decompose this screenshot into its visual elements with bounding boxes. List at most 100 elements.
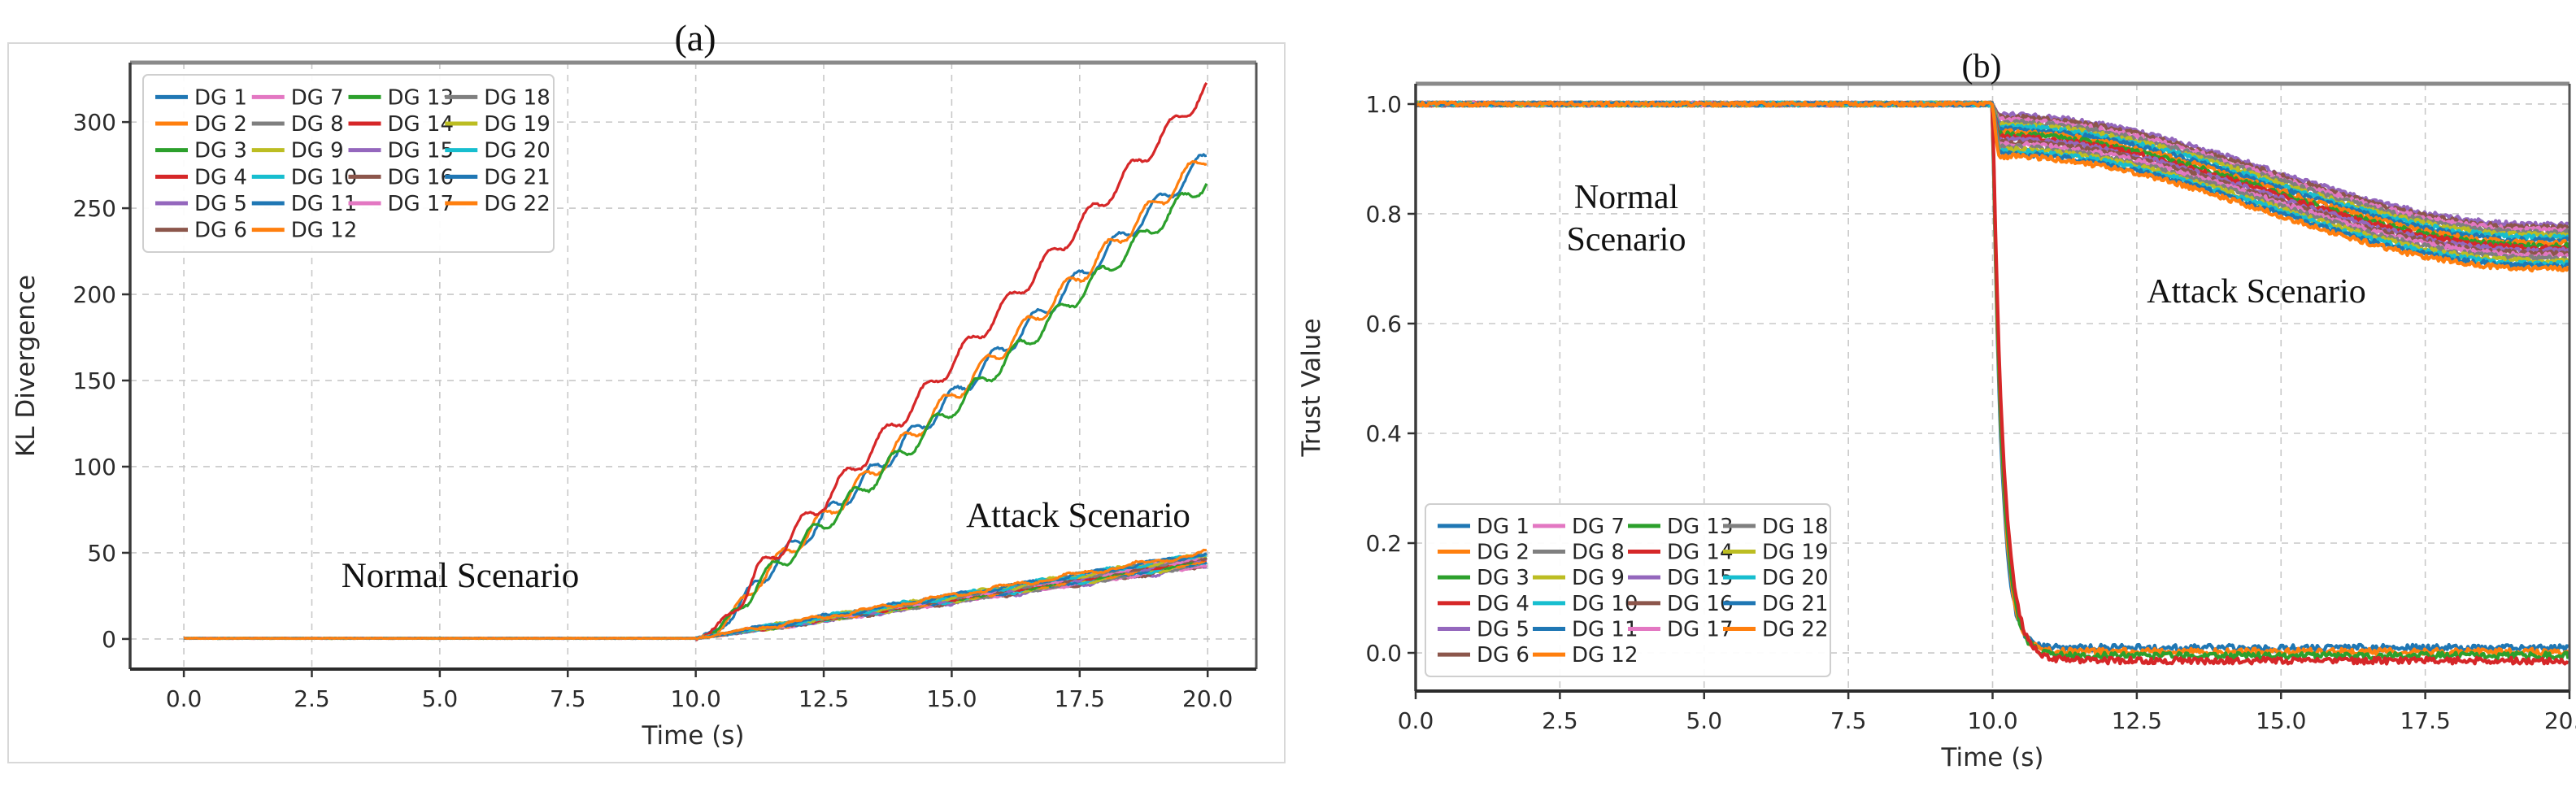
- legend-label: DG 3: [194, 139, 247, 163]
- scenario-annotation: Attack Scenario: [2147, 273, 2365, 311]
- legend: DG 1DG 2DG 3DG 4DG 5DG 6DG 7DG 8DG 9DG 1…: [142, 74, 555, 253]
- legend-label: DG 16: [1667, 592, 1734, 616]
- legend-box: [142, 74, 555, 253]
- x-tick-label: 0.0: [166, 685, 202, 712]
- x-tick-label: 2.5: [1542, 707, 1578, 734]
- legend-label: DG 15: [1667, 566, 1734, 590]
- scenario-annotation: Scenario: [1567, 221, 1686, 259]
- y-tick-label: 50: [87, 540, 116, 567]
- y-tick-label: 300: [73, 109, 116, 136]
- legend-label: DG 2: [1477, 541, 1530, 565]
- y-tick-label: 200: [73, 281, 116, 308]
- x-axis-label: Time (s): [1940, 743, 2043, 772]
- legend-label: DG 21: [1762, 592, 1829, 616]
- y-tick-label: 0.2: [1365, 530, 1402, 557]
- legend-label: DG 19: [484, 112, 550, 137]
- x-tick-label: 7.5: [1830, 707, 1867, 734]
- legend-label: DG 22: [484, 192, 550, 216]
- legend-label: DG 20: [484, 139, 550, 163]
- legend-label: DG 20: [1762, 566, 1829, 590]
- legend-label: DG 17: [388, 192, 455, 216]
- x-tick-label: 10.0: [1967, 707, 2017, 734]
- legend-label: DG 4: [194, 165, 247, 189]
- y-tick-label: 150: [73, 367, 116, 394]
- legend-label: DG 7: [291, 85, 344, 110]
- legend-label: DG 21: [484, 165, 550, 189]
- y-axis-label: KL Divergence: [11, 275, 41, 457]
- x-tick-label: 20.0: [1182, 685, 1233, 712]
- x-tick-label: 17.5: [2400, 707, 2450, 734]
- y-tick-label: 0.6: [1365, 311, 1402, 337]
- x-tick-label: 15.0: [2256, 707, 2306, 734]
- legend-label: DG 10: [291, 165, 358, 189]
- x-tick-label: 12.5: [2112, 707, 2162, 734]
- x-tick-label: 2.5: [294, 685, 330, 712]
- y-tick-label: 0.8: [1365, 201, 1402, 228]
- legend-label: DG 5: [1477, 618, 1530, 642]
- legend-label: DG 13: [1667, 515, 1734, 539]
- figure-a-kl-divergence-plot: 0.0 2.5 5.0 7.5 10.0 12.5 15.0 17.5 20.0 0 50 100 15…: [7, 17, 1286, 763]
- series-lines: [183, 82, 1208, 641]
- series-line-dg-22: [184, 548, 1207, 641]
- plot-title: (a): [674, 17, 716, 59]
- legend-label: DG 4: [1477, 592, 1530, 616]
- legend-label: DG 14: [388, 112, 455, 137]
- legend: DG 1DG 2DG 3DG 4DG 5DG 6DG 7DG 8DG 9DG 1…: [1425, 503, 1831, 677]
- legend-label: DG 17: [1667, 618, 1734, 642]
- legend-label: DG 6: [194, 219, 247, 243]
- x-tick-label: 15.0: [926, 685, 977, 712]
- figure-b-trust-value-plot: 0.0 2.5 5.0 7.5 10.0 12.5 15.0 17.5 20.0 0.0 0.2 0.…: [1297, 48, 2576, 772]
- legend-label: DG 15: [388, 139, 455, 163]
- x-axis-label: Time (s): [641, 721, 744, 750]
- axis-ticks: 0.0 2.5 5.0 7.5 10.0 12.5 15.0 17.5 20.0 0 50 100 15…: [73, 109, 1234, 712]
- axes-spines: [128, 60, 1258, 671]
- axis-ticks: 0.0 2.5 5.0 7.5 10.0 12.5 15.0 17.5 20.0 0.0 0.2 0.…: [1365, 91, 2576, 734]
- y-tick-label: 1.0: [1365, 91, 1402, 118]
- legend-label: DG 12: [291, 219, 358, 243]
- legend-label: DG 16: [388, 165, 455, 189]
- legend-label: DG 6: [1477, 643, 1530, 667]
- legend-label: DG 18: [484, 85, 550, 110]
- legend-label: DG 3: [1477, 566, 1530, 590]
- legend-label: DG 19: [1762, 541, 1829, 565]
- legend-box: [1425, 503, 1831, 677]
- legend-label: DG 9: [1572, 566, 1625, 590]
- scenario-annotation: Normal: [1574, 179, 1678, 216]
- y-tick-label: 0: [102, 626, 116, 653]
- x-tick-label: 10.0: [670, 685, 720, 712]
- y-tick-label: 100: [73, 454, 116, 480]
- x-tick-label: 12.5: [798, 685, 849, 712]
- legend-label: DG 8: [1572, 541, 1625, 565]
- legend-label: DG 7: [1572, 515, 1625, 539]
- legend-label: DG 11: [291, 192, 358, 216]
- legend-label: DG 13: [388, 85, 455, 110]
- y-tick-label: 0.0: [1365, 640, 1402, 667]
- x-tick-label: 20.0: [2544, 707, 2576, 734]
- y-tick-label: 250: [73, 195, 116, 222]
- legend-label: DG 12: [1572, 643, 1638, 667]
- legend-label: DG 22: [1762, 618, 1829, 642]
- y-axis-label: Trust Value: [1297, 318, 1326, 457]
- legend-label: DG 8: [291, 112, 344, 137]
- legend-label: DG 2: [194, 112, 247, 137]
- series-line-dg-22: [1416, 100, 2569, 273]
- x-tick-label: 5.0: [1686, 707, 1722, 734]
- legend-label: DG 18: [1762, 515, 1829, 539]
- x-tick-label: 0.0: [1398, 707, 1434, 734]
- legend-label: DG 5: [194, 192, 247, 216]
- plot-title: (b): [1962, 48, 2002, 85]
- x-tick-label: 5.0: [422, 685, 459, 712]
- legend-label: DG 10: [1572, 592, 1638, 616]
- y-tick-label: 0.4: [1365, 420, 1402, 447]
- legend-label: DG 11: [1572, 618, 1638, 642]
- x-tick-label: 7.5: [550, 685, 586, 712]
- legend-label: DG 1: [1477, 515, 1530, 539]
- scenario-annotation: Attack Scenario: [966, 497, 1190, 535]
- legend-label: DG 14: [1667, 541, 1734, 565]
- x-tick-label: 17.5: [1055, 685, 1105, 712]
- legend-label: DG 1: [194, 85, 247, 110]
- scenario-annotation: Normal Scenario: [342, 557, 580, 595]
- legend-label: DG 9: [291, 139, 344, 163]
